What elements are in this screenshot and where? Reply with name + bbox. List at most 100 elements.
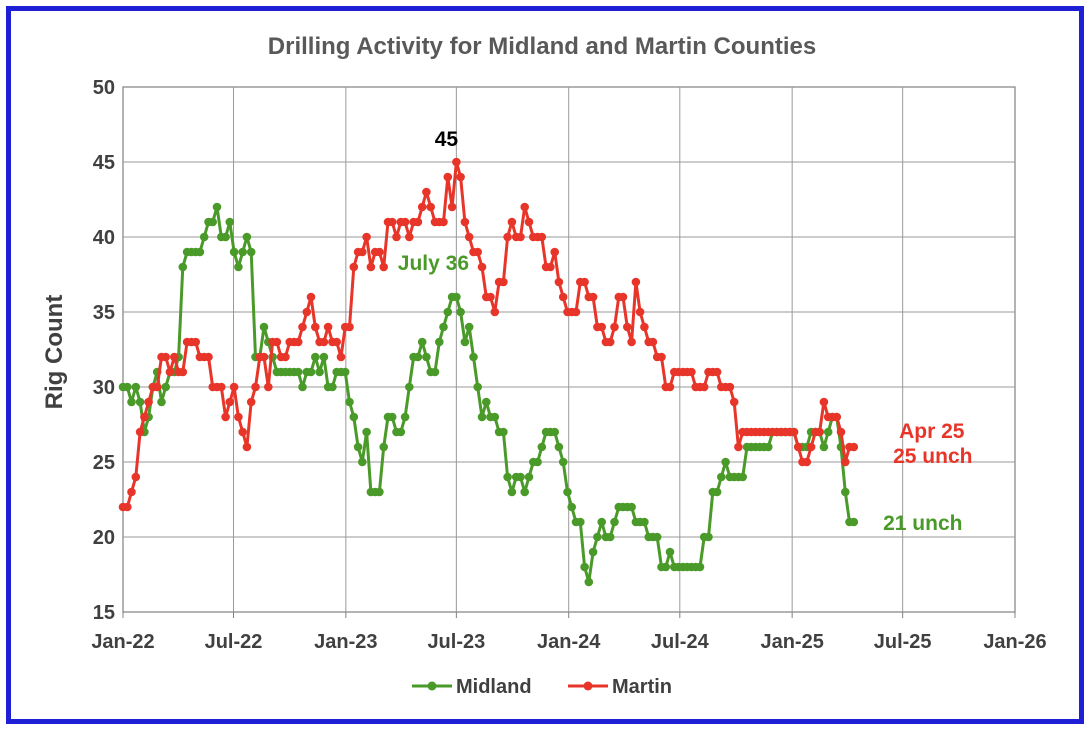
midland-point: [712, 487, 722, 497]
martin-point: [623, 322, 632, 332]
midland-point: [627, 502, 636, 512]
midland-point: [849, 517, 859, 527]
midland-point: [199, 232, 209, 242]
midland-point: [704, 532, 713, 542]
martin-point: [687, 367, 696, 377]
martin-point: [729, 397, 739, 407]
martin-point: [144, 397, 153, 407]
midland-point: [597, 517, 606, 527]
martin-point: [204, 352, 213, 362]
legend-item-midland: Midland: [412, 676, 532, 698]
martin-point: [734, 442, 743, 452]
midland-point: [841, 487, 850, 497]
midland-point: [135, 397, 145, 407]
martin-point: [657, 352, 666, 362]
x-tick-label: Jul-22: [205, 631, 263, 653]
martin-point: [400, 217, 410, 227]
midland-point: [161, 382, 170, 392]
midland-point: [588, 547, 598, 557]
martin-point: [447, 202, 457, 212]
martin-point: [841, 457, 850, 467]
martin-point: [379, 262, 389, 272]
midland-point: [524, 472, 534, 482]
martin-point: [580, 277, 589, 287]
midland-point: [413, 352, 423, 362]
midland-point: [533, 457, 542, 467]
y-tick-label: 50: [93, 77, 115, 99]
midland-point: [469, 352, 478, 362]
midland-point: [315, 367, 324, 377]
midland-point: [259, 322, 269, 332]
martin-point: [558, 292, 568, 302]
annotation-label: Apr 25: [899, 420, 965, 443]
midland-point: [328, 382, 337, 392]
martin-point: [362, 232, 371, 242]
martin-point: [610, 322, 619, 332]
midland-point: [537, 442, 547, 452]
martin-point: [413, 217, 423, 227]
martin-point: [836, 427, 846, 437]
martin-point: [123, 502, 132, 512]
martin-point: [524, 217, 534, 227]
martin-point: [832, 412, 841, 422]
midland-point: [417, 337, 427, 347]
midland-point: [298, 382, 307, 392]
martin-point: [640, 322, 649, 332]
annotation-label: 21 unch: [883, 512, 962, 535]
martin-point: [597, 322, 606, 332]
martin-point: [605, 337, 615, 347]
martin-point: [426, 202, 436, 212]
midland-point: [580, 562, 589, 572]
x-tick-label: Jan-26: [983, 631, 1046, 653]
martin-point: [516, 232, 525, 242]
martin-point: [140, 412, 149, 422]
y-tick-label: 40: [93, 227, 115, 249]
martin-point: [806, 442, 816, 452]
midland-point: [306, 367, 316, 377]
martin-point: [499, 277, 508, 287]
y-tick-label: 45: [93, 152, 115, 174]
midland-point: [507, 487, 517, 497]
martin-point: [242, 442, 252, 452]
martin-point: [417, 202, 427, 212]
martin-point: [815, 427, 824, 437]
midland-point: [379, 442, 389, 452]
midland-point: [439, 322, 448, 332]
midland-point: [353, 442, 363, 452]
midland-point: [358, 457, 367, 467]
midland-point: [516, 472, 525, 482]
midland-point: [221, 232, 230, 242]
y-tick-label: 20: [93, 527, 115, 549]
legend-swatch-marker: [427, 681, 437, 691]
martin-point: [234, 412, 243, 422]
midland-point: [695, 562, 705, 572]
midland-point: [225, 217, 235, 227]
martin-point: [699, 382, 709, 392]
annotation-label: July 36: [398, 252, 469, 275]
midland-point: [610, 517, 619, 527]
martin-point: [259, 352, 269, 362]
martin-point: [358, 247, 367, 257]
midland-point: [430, 367, 440, 377]
midland-point: [435, 337, 444, 347]
martin-point: [546, 262, 555, 272]
midland-point: [652, 532, 662, 542]
midland-point: [387, 412, 397, 422]
martin-point: [152, 382, 162, 392]
martin-point: [712, 367, 722, 377]
martin-point: [490, 307, 500, 317]
martin-point: [477, 262, 487, 272]
midland-point: [460, 337, 470, 347]
martin-point: [537, 232, 547, 242]
martin-point: [405, 232, 414, 242]
midland-point: [456, 307, 465, 317]
midland-point: [345, 397, 354, 407]
midland-point: [195, 247, 205, 257]
martin-point: [221, 412, 230, 422]
martin-point: [648, 337, 658, 347]
midland-point: [242, 232, 252, 242]
midland-point: [422, 352, 431, 362]
x-tick-labels: Jan-22 Jul-22 Jan-23 Jul-23 Jan-24 Jul-24 Jan-…: [91, 631, 1046, 653]
martin-point: [635, 307, 645, 317]
midland-point: [550, 427, 559, 437]
